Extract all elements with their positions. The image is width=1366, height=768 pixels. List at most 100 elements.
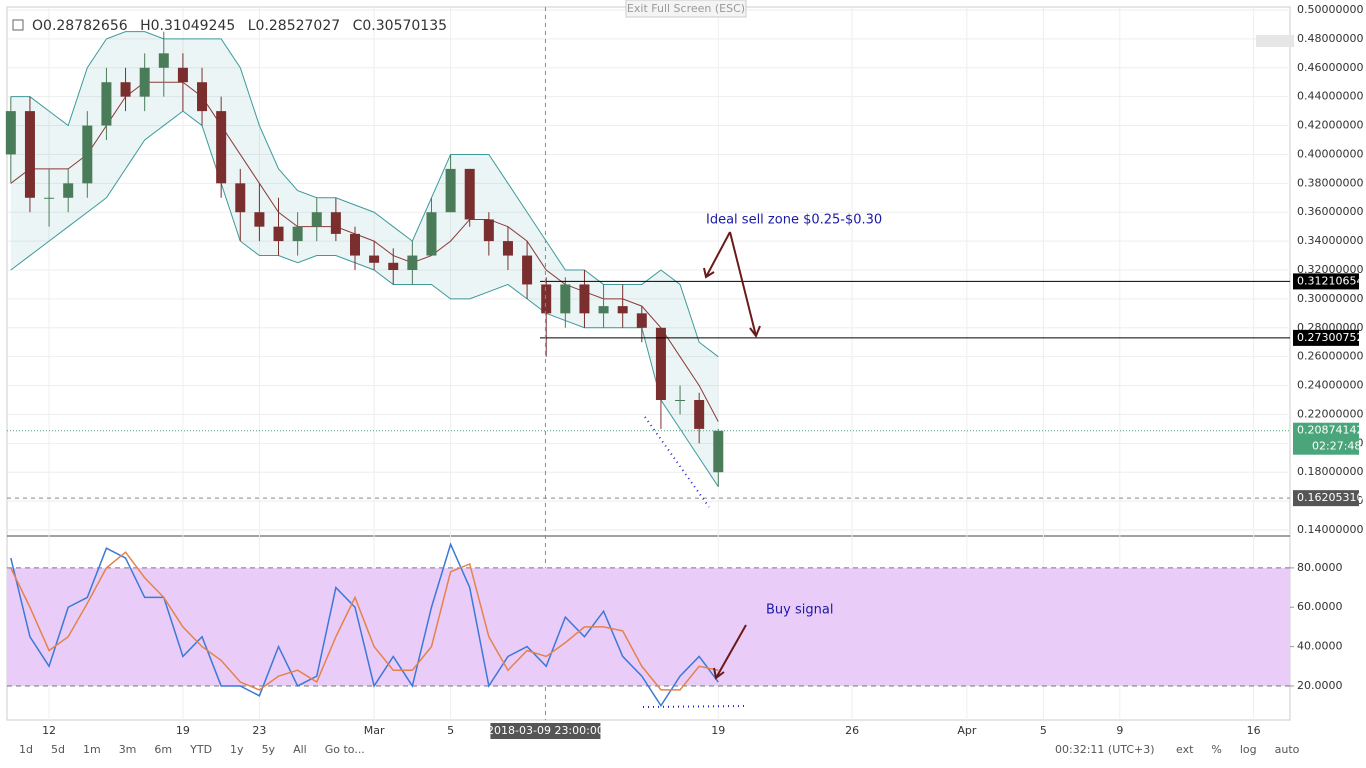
candle-body [158,53,169,68]
exit-button[interactable] [625,0,747,18]
price-tag-label: 0.27300752 [1297,331,1363,344]
bollinger-upper [10,31,719,358]
annotation: Buy signal [766,603,833,618]
candle-body [675,400,686,401]
y-tick-label: 0.40000000 [1297,147,1363,160]
candle-body [388,262,399,270]
candle-body [273,226,284,242]
y-tick-label: 0.18000000 [1297,465,1363,478]
candle-body [445,168,456,213]
crosshair-y-label: 0.16205310 [1297,491,1363,504]
option-button[interactable]: log [1239,743,1257,756]
y-tick-label: 0.36000000 [1297,205,1363,218]
price-tag-label: 0.31210654 [1297,274,1363,287]
divergence-line [642,705,747,708]
candle-body [330,212,341,234]
ohlc-value: 0.28782656 [43,18,128,34]
range-button[interactable]: All [293,743,307,756]
toolbar-right: 00:32:11 (UTC+3) ext% log auto [1046,740,1308,760]
candle-body [235,183,246,213]
collapse-icon[interactable] [12,19,24,31]
y-tick-label: 20.0000 [1297,679,1343,692]
pane-controls[interactable] [1256,35,1294,47]
candle-body [139,67,150,97]
candle-body [483,219,494,242]
crosshair-y-tag [1293,490,1359,507]
candle-body [694,400,705,429]
goto-button[interactable]: Go to... [324,743,365,756]
y-tick-label: 80.0000 [1297,561,1343,574]
candle-body [197,82,208,112]
y-tick-label: 0.50000000 [1297,3,1363,16]
y-tick-label: 0.42000000 [1297,119,1363,132]
candle-body [713,430,724,473]
ohlc-value: 0.28527027 [256,18,341,34]
candle-body [292,226,303,242]
x-tick-label: 19 [711,724,725,737]
range-button[interactable]: 1y [230,743,244,756]
candle-body [82,125,93,184]
exit-label[interactable]: Exit Full Screen (ESC) [627,2,745,15]
x-tick-label: 12 [42,724,56,737]
price-tag [1293,422,1359,455]
candle-body [349,233,360,256]
x-tick-label: 16 [1247,724,1261,737]
option-button[interactable]: % [1211,743,1222,756]
range-button[interactable]: 3m [118,743,137,756]
bollinger-fill [10,31,719,487]
y-tick-label: 0.22000000 [1297,407,1363,420]
price-tag [1293,273,1359,290]
x-tick-label: Apr [957,724,977,737]
candle-body [541,284,552,314]
range-button[interactable]: YTD [190,743,213,756]
x-tick-label: Mar [364,724,385,737]
candle-body [311,212,322,227]
range-button[interactable]: 1d [19,743,33,756]
crosshair-x-tag [490,723,601,739]
y-tick-label: 0.26000000 [1297,350,1363,363]
candle-body [617,306,628,314]
range-button[interactable]: 5d [50,743,65,756]
candle-body [177,67,188,83]
candle-body [522,255,533,285]
candle-body [407,255,418,270]
toolbar: 1d 5d 1m 3m 6m YTD 1y 5y All Go to... [10,740,374,760]
ohlc-header: O0.28782656 H0.31049245 L0.28527027 C0.3… [32,18,447,34]
y-tick-label: 0.44000000 [1297,90,1363,103]
candle-body [254,212,265,227]
divergence-line [644,416,710,508]
y-tick-label: 0.34000000 [1297,234,1363,247]
x-tick-label: 5 [1040,724,1047,737]
ohlc-value: 0.30570135 [362,18,447,34]
crosshair-x-label: 2018-03-09 23:00:00 [487,724,604,737]
candle-body [502,241,513,256]
y-tick-label: 0.48000000 [1297,32,1363,45]
x-tick-label: 9 [1116,724,1123,737]
x-tick-label: 19 [176,724,190,737]
bollinger-lower [10,110,719,487]
band [7,567,1290,686]
ohlc-label: L [248,18,256,34]
option-button[interactable]: auto [1274,743,1300,756]
clock: 00:32:11 (UTC+3) [1055,743,1155,756]
option-button[interactable]: ext [1176,743,1194,756]
range-button[interactable]: 1m [82,743,101,756]
y-tick-label: 40.0000 [1297,640,1343,653]
y-tick-label: 0.38000000 [1297,176,1363,189]
range-button[interactable]: 6m [154,743,173,756]
y-tick-label: 0.24000000 [1297,379,1363,392]
candle-body [655,327,666,400]
candle-body [24,111,35,198]
range-button[interactable]: 5y [261,743,276,756]
candle-body [120,82,131,97]
stoch-pane: 20.0000 40.0000 60.0000 80.0000 [7,542,1343,708]
price-tag-label: 0.20874142 [1297,424,1363,437]
arrows [703,231,761,339]
arrow [713,624,747,680]
candle-body [598,306,609,314]
candle-body [560,284,571,314]
annotation: Ideal sell zone $0.25-$0.30 [706,213,882,228]
chart: 0.140000000.160000000.180000000.20000000… [5,0,1363,739]
y-tick-label: 0.46000000 [1297,61,1363,74]
